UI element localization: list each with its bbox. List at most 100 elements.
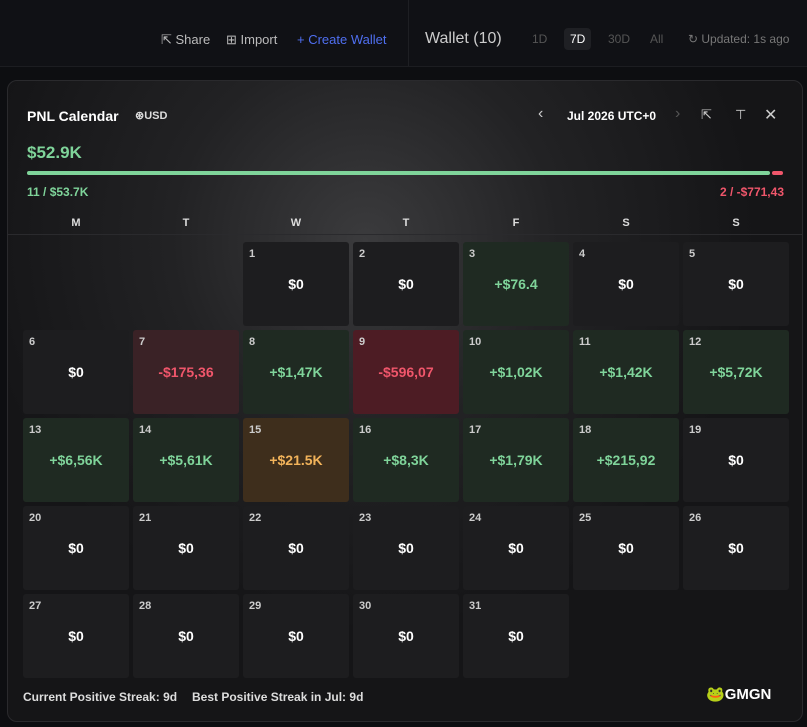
day-cell[interactable]: 24 $0 [463, 506, 569, 590]
day-cell[interactable]: 22 $0 [243, 506, 349, 590]
day-number: 24 [469, 512, 482, 524]
day-pnl: +$5,61K [159, 452, 213, 468]
day-number: 20 [29, 512, 42, 524]
day-cell[interactable]: 2 $0 [353, 242, 459, 326]
day-number: 14 [139, 424, 152, 436]
range-tab[interactable]: 1D [532, 32, 548, 46]
day-pnl: $0 [728, 276, 744, 292]
create-wallet-button[interactable]: + Create Wallet [297, 32, 387, 47]
updated: ↻ Updated: 1s ago [688, 32, 790, 46]
day-number: 18 [579, 424, 592, 436]
prev-month[interactable]: ‹ [538, 105, 544, 122]
pnl-calendar: PNL Calendar ⊛USD ‹ Jul 2026 UTC+0 › ⇱ ⊤… [7, 80, 803, 722]
range-tab[interactable]: 7D [564, 28, 592, 50]
day-number: 1 [249, 248, 256, 260]
day-cell[interactable]: 18 +$215,92 [573, 418, 679, 502]
day-pnl: $0 [68, 628, 84, 644]
day-cell[interactable]: 25 $0 [573, 506, 679, 590]
day-cell[interactable]: 5 $0 [683, 242, 789, 326]
day-cell[interactable]: 15 +$21.5K [243, 418, 349, 502]
pin-button[interactable]: ⊤ [735, 107, 747, 122]
calendar-title: PNL Calendar [27, 108, 119, 124]
range-tab[interactable]: All [650, 32, 664, 46]
day-cell[interactable]: 1 $0 [243, 242, 349, 326]
day-number: 6 [29, 336, 36, 348]
day-number: 11 [579, 336, 591, 348]
day-cell[interactable]: 16 +$8,3K [353, 418, 459, 502]
day-cell[interactable]: 14 +$5,61K [133, 418, 239, 502]
day-pnl: $0 [618, 540, 634, 556]
day-pnl: +$1,42K [599, 364, 653, 380]
import-button[interactable]: ⊞ Import [226, 32, 278, 47]
day-pnl: $0 [398, 628, 414, 644]
day-number: 25 [579, 512, 592, 524]
day-cell[interactable]: 7 -$175,36 [133, 330, 239, 414]
top-bar: ⇱ Share ⊞ Import + Create Wallet Wallet … [0, 0, 807, 67]
day-number: 19 [689, 424, 702, 436]
day-cell[interactable]: 30 $0 [353, 594, 459, 678]
positive-bar [27, 171, 770, 175]
day-number: 5 [689, 248, 696, 260]
day-number: 12 [689, 336, 702, 348]
day-number: 22 [249, 512, 262, 524]
day-cell[interactable]: 21 $0 [133, 506, 239, 590]
day-cell[interactable]: 11 +$1,42K [573, 330, 679, 414]
best-streak: Best Positive Streak in Jul: 9d [192, 690, 363, 704]
current-streak: Current Positive Streak: 9d [23, 690, 177, 704]
weekday-label: M [71, 217, 81, 229]
weekday-label: T [402, 217, 410, 229]
day-number: 17 [469, 424, 482, 436]
day-number: 27 [29, 600, 42, 612]
day-pnl: $0 [398, 276, 414, 292]
day-cell[interactable]: 20 $0 [23, 506, 129, 590]
day-cell[interactable]: 28 $0 [133, 594, 239, 678]
currency-toggle[interactable]: ⊛USD [135, 110, 168, 122]
day-pnl: $0 [288, 540, 304, 556]
close-button[interactable]: ✕ [764, 107, 778, 124]
day-pnl: +$21.5K [269, 452, 323, 468]
positive-summary: 11 / $53.7K [27, 185, 89, 199]
day-pnl: $0 [508, 540, 524, 556]
day-cell[interactable]: 9 -$596,07 [353, 330, 459, 414]
day-cell[interactable]: 6 $0 [23, 330, 129, 414]
day-cell[interactable]: 10 +$1,02K [463, 330, 569, 414]
day-number: 10 [469, 336, 482, 348]
open-button[interactable]: ⇱ [701, 107, 712, 122]
weekday-label: S [622, 217, 630, 229]
day-cell[interactable]: 4 $0 [573, 242, 679, 326]
day-cell[interactable]: 29 $0 [243, 594, 349, 678]
day-number: 4 [579, 248, 586, 260]
day-pnl: $0 [288, 628, 304, 644]
divider [8, 234, 802, 235]
brand-label: GMGN [724, 686, 772, 703]
day-cell[interactable]: 26 $0 [683, 506, 789, 590]
day-cell[interactable]: 31 $0 [463, 594, 569, 678]
day-pnl: -$175,36 [158, 364, 214, 380]
current-streak-value: 9d [163, 690, 178, 704]
day-pnl: $0 [728, 540, 744, 556]
day-cell[interactable]: 23 $0 [353, 506, 459, 590]
day-cell[interactable]: 8 +$1,47K [243, 330, 349, 414]
range-tab[interactable]: 30D [608, 32, 631, 46]
day-number: 28 [139, 600, 152, 612]
currency-label: USD [144, 110, 168, 122]
day-number: 21 [139, 512, 152, 524]
day-cell[interactable]: 13 +$6,56K [23, 418, 129, 502]
weekday-label: S [732, 217, 740, 229]
day-pnl: +$215,92 [596, 452, 656, 468]
day-cell[interactable]: 3 +$76.4 [463, 242, 569, 326]
day-pnl: +$1,02K [489, 364, 543, 380]
share-button[interactable]: ⇱ Share [161, 32, 211, 47]
day-cell[interactable]: 12 +$5,72K [683, 330, 789, 414]
best-streak-label: Best Positive Streak in Jul: [192, 690, 347, 704]
day-number: 23 [359, 512, 372, 524]
current-streak-label: Current Positive Streak: [23, 690, 160, 704]
day-pnl: +$6,56K [49, 452, 103, 468]
day-cell[interactable]: 17 +$1,79K [463, 418, 569, 502]
day-cell[interactable]: 27 $0 [23, 594, 129, 678]
day-pnl: +$5,72K [709, 364, 763, 380]
next-month[interactable]: › [675, 105, 681, 122]
day-number: 30 [359, 600, 372, 612]
day-cell[interactable]: 19 $0 [683, 418, 789, 502]
